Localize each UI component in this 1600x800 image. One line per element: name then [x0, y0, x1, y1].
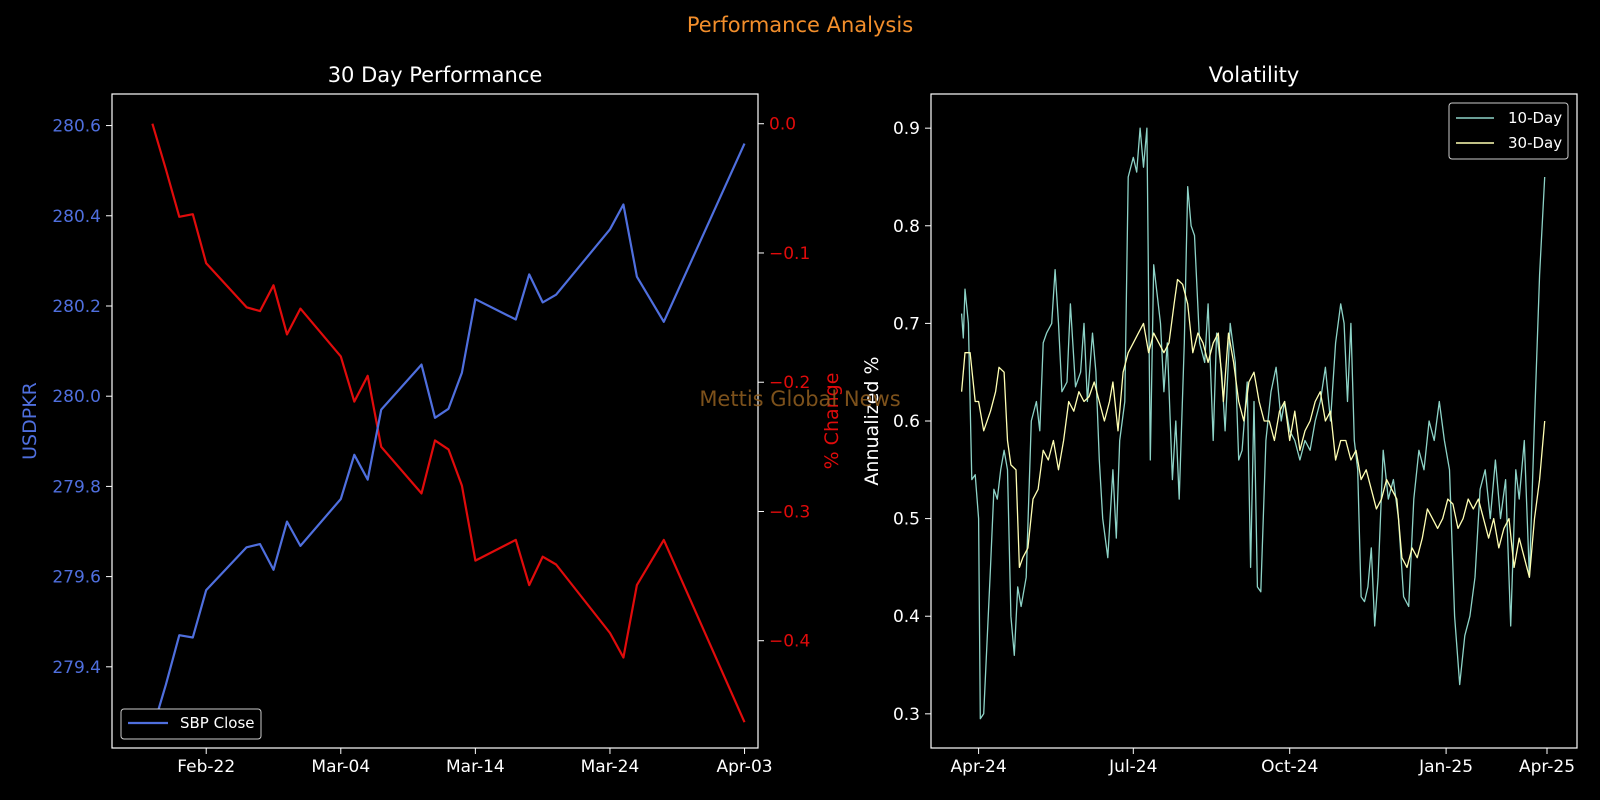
right-ytick-label: −0.3	[769, 502, 810, 522]
left-ytick-label: 279.6	[52, 568, 101, 588]
left-xtick-label: Mar-04	[311, 757, 370, 777]
performance-legend-label: SBP Close	[180, 714, 255, 732]
right-ytick-label: 0.0	[769, 115, 796, 135]
right-ytick-label: −0.2	[769, 373, 810, 393]
performance-chart: 30 Day Performance 279.4 279.6 279.8 280.0 2…	[19, 63, 843, 777]
volatility-ytick-label: 0.8	[893, 217, 920, 237]
volatility-xtick-label: Jul-24	[1108, 757, 1157, 777]
watermark: Mettis Global News	[699, 387, 900, 411]
volatility-ytick-label: 0.5	[893, 510, 920, 530]
volatility-legend-label-30day: 30-Day	[1508, 134, 1562, 152]
volatility-xtick-label: Jan-25	[1418, 757, 1473, 777]
volatility-legend-label-10day: 10-Day	[1508, 109, 1562, 127]
left-ytick-label: 279.4	[52, 658, 101, 678]
performance-plot-frame	[111, 93, 759, 749]
volatility-ytick-label: 0.7	[893, 314, 920, 334]
performance-legend-box	[120, 708, 262, 740]
volatility-30day-line	[960, 278, 1546, 578]
left-xtick-label: Mar-24	[581, 757, 640, 777]
performance-chart-title: 30 Day Performance	[328, 63, 543, 87]
performance-legend: SBP Close	[120, 708, 262, 740]
volatility-10day-line	[960, 127, 1546, 720]
left-xtick-label: Apr-03	[716, 757, 772, 777]
volatility-xtick-label: Oct-24	[1261, 757, 1318, 777]
volatility-ytick-label: 0.6	[893, 412, 920, 432]
pct-change-line	[151, 123, 746, 723]
volatility-legend-box	[1448, 102, 1569, 160]
performance-ylabel: USDPKR	[19, 382, 41, 460]
left-ytick-label: 280.2	[52, 297, 101, 317]
performance-y2label: % Change	[821, 373, 843, 470]
left-ytick-label: 280.4	[52, 207, 101, 227]
volatility-legend: 10-Day 30-Day	[1448, 102, 1569, 160]
volatility-chart-title: Volatility	[1209, 63, 1300, 87]
volatility-ytick-label: 0.9	[893, 119, 920, 139]
volatility-ylabel: Annualized %	[861, 356, 883, 485]
volatility-ytick-label: 0.4	[893, 607, 920, 627]
figure-suptitle: Performance Analysis	[687, 13, 913, 37]
volatility-chart: Volatility 0.3 0.4 0.5 0.6 0.7 0.8 0.9 Apr-24 Ju…	[861, 63, 1578, 777]
right-ytick-label: −0.1	[769, 244, 810, 264]
volatility-ytick-label: 0.3	[893, 705, 920, 725]
left-ytick-label: 280.6	[52, 117, 101, 137]
volatility-plot-frame	[930, 93, 1578, 749]
left-ytick-label: 279.8	[52, 477, 101, 497]
left-xtick-label: Mar-14	[446, 757, 505, 777]
left-ytick-label: 280.0	[52, 387, 101, 407]
volatility-xtick-label: Apr-25	[1519, 757, 1575, 777]
left-xtick-label: Feb-22	[177, 757, 235, 777]
volatility-xtick-label: Apr-24	[951, 757, 1007, 777]
sbp-close-line	[151, 143, 746, 731]
right-ytick-label: −0.4	[769, 632, 810, 652]
